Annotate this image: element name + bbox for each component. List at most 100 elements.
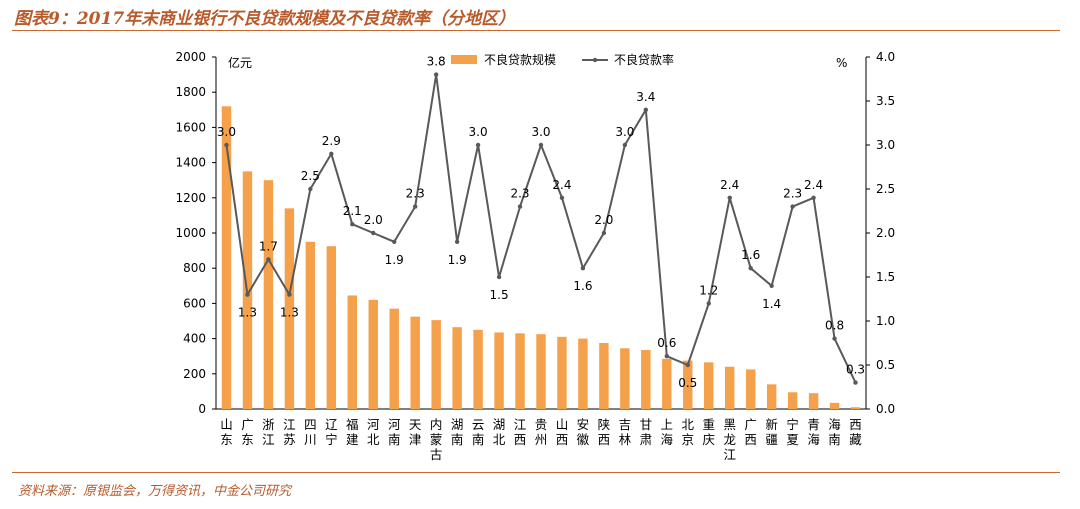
right-tick-label: 0.5 [876, 358, 895, 372]
right-tick-label: 2.5 [876, 182, 895, 196]
point-npl-ratio [769, 283, 774, 288]
right-tick-label: 1.0 [876, 314, 895, 328]
left-tick-label: 1000 [175, 226, 206, 240]
right-tick-label: 3.0 [876, 138, 895, 152]
bar-npl-volume [305, 241, 316, 409]
legend-swatch-bar [451, 55, 477, 64]
top-rule [12, 30, 1060, 31]
x-category-label: 广东 [241, 417, 254, 447]
bar-npl-volume [683, 360, 693, 409]
point-npl-ratio [371, 230, 376, 236]
x-category-label: 黑龙江 [723, 417, 736, 462]
point-npl-ratio [224, 142, 229, 148]
right-tick-label: 4.0 [876, 50, 895, 64]
data-label-npl-ratio: 1.9 [448, 253, 467, 267]
bar-npl-volume [326, 246, 337, 409]
data-label-npl-ratio: 1.3 [238, 306, 257, 320]
x-category-label: 贵州 [535, 417, 548, 447]
data-label-npl-ratio: 1.6 [741, 248, 760, 262]
bar-npl-volume [724, 366, 735, 409]
x-category-label: 上海 [661, 417, 674, 447]
point-npl-ratio [496, 274, 502, 280]
left-tick-label: 2000 [175, 50, 206, 64]
x-category-label: 河南 [388, 417, 401, 447]
point-npl-ratio [329, 151, 334, 156]
bar-npl-volume [389, 308, 399, 409]
x-category-label: 海南 [828, 417, 841, 447]
point-npl-ratio [685, 362, 690, 368]
x-category-label: 青海 [807, 417, 820, 447]
bar-npl-volume [620, 348, 630, 409]
x-category-label: 福建 [346, 417, 359, 447]
left-tick-label: 1200 [175, 191, 206, 205]
npl-chart: 0 200 400 600 800 1000 1200 1400 1600 1800 2000 0.0… [175, 50, 895, 462]
bar-npl-volume [745, 369, 756, 409]
bar-npl-volume [452, 327, 462, 409]
left-tick-label: 1400 [175, 156, 206, 170]
data-label-npl-ratio: 2.4 [720, 178, 739, 192]
legend-marker-line [592, 57, 598, 63]
data-label-npl-ratio: 0.3 [846, 363, 865, 377]
left-tick-label: 400 [183, 332, 206, 346]
data-label-npl-ratio: 0.5 [678, 376, 697, 390]
bar-npl-volume [515, 333, 525, 409]
data-label-npl-ratio: 3.0 [217, 125, 236, 139]
point-npl-ratio [287, 292, 292, 297]
x-category-label: 安徽 [577, 417, 590, 447]
x-category-label: 江西 [514, 417, 527, 447]
data-label-npl-ratio: 2.9 [322, 134, 341, 148]
bar-npl-volume [829, 402, 840, 409]
point-npl-ratio [580, 266, 586, 271]
right-tick-label: 1.5 [876, 270, 895, 284]
point-npl-ratio [308, 186, 313, 192]
point-npl-ratio [433, 72, 439, 77]
source-note: 资料来源：原银监会，万得资讯，中金公司研究 [18, 484, 292, 499]
point-npl-ratio [664, 354, 670, 359]
point-npl-ratio [790, 204, 795, 209]
left-tick-label: 800 [183, 261, 206, 275]
data-label-npl-ratio: 2.4 [552, 178, 571, 192]
x-category-label: 河北 [367, 417, 380, 447]
data-label-npl-ratio: 1.9 [385, 253, 404, 267]
data-label-npl-ratio: 2.1 [343, 204, 362, 218]
data-label-npl-ratio: 1.4 [762, 297, 781, 311]
bar-npl-volume [284, 208, 295, 409]
bar-npl-volume [787, 392, 798, 409]
point-npl-ratio [811, 195, 816, 200]
data-label-npl-ratio: 1.5 [490, 288, 509, 302]
point-npl-ratio [538, 142, 544, 148]
bar-npl-volume [347, 295, 358, 409]
figure-title: 图表9：2017年末商业银行不良贷款规模及不良贷款率（分地区） [14, 9, 516, 29]
bar-npl-volume [641, 350, 651, 409]
left-unit-label: 亿元 [228, 55, 252, 70]
point-npl-ratio [853, 380, 858, 385]
point-npl-ratio [245, 292, 250, 297]
bar-npl-volume [599, 343, 609, 409]
bar-npl-volume [263, 180, 274, 409]
bar-npl-volume [704, 362, 714, 409]
right-tick-label: 3.5 [876, 94, 895, 108]
data-label-npl-ratio: 2.3 [510, 187, 529, 201]
left-tick-label: 1800 [175, 85, 206, 99]
right-tick-label: 0.0 [876, 402, 895, 416]
left-tick-label: 0 [198, 402, 206, 416]
x-category-label: 甘肃 [640, 417, 653, 447]
x-category-label: 辽宁 [325, 417, 338, 447]
x-category-label: 新疆 [765, 417, 778, 447]
x-category-label: 山东 [220, 417, 233, 447]
data-label-npl-ratio: 2.3 [783, 187, 802, 201]
point-npl-ratio [392, 239, 397, 244]
data-label-npl-ratio: 1.2 [699, 283, 718, 297]
x-category-label: 山西 [556, 417, 569, 447]
data-label-npl-ratio: 3.0 [615, 125, 634, 139]
data-label-npl-ratio: 2.4 [804, 178, 823, 192]
x-category-label: 北京 [682, 417, 695, 447]
bar-npl-volume [766, 384, 777, 409]
point-npl-ratio [517, 204, 523, 209]
point-npl-ratio [601, 230, 607, 236]
point-npl-ratio [748, 266, 753, 271]
right-tick-label: 2.0 [876, 226, 895, 240]
bottom-rule [12, 472, 1060, 473]
legend-label-bar: 不良贷款规模 [484, 52, 556, 67]
bar-npl-volume [578, 338, 588, 409]
